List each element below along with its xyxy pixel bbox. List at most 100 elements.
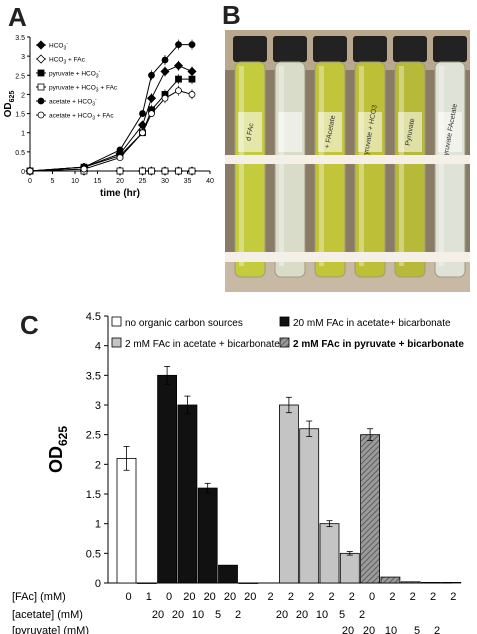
legend-marker [37,97,45,105]
legend-subscript: 3 [96,74,99,80]
bar [319,523,340,584]
y-tick-label: 4.5 [86,311,101,323]
acetate-value: 2 [235,609,241,621]
y-tick-label: 2.5 [15,73,25,80]
legend-superscript: - [99,69,101,75]
data-point [188,91,196,98]
fac-value: 2 [308,591,314,603]
y-axis-label-subscript: 625 [56,426,70,446]
fac-value: 2 [288,591,294,603]
acetate-value: 5 [339,609,345,621]
data-point [148,71,155,79]
acetate-value: 5 [215,609,221,621]
y-tick-label: 2 [21,92,25,99]
legend-swatch [279,316,290,327]
bar [177,404,198,584]
y-tick-label: 0.5 [86,548,101,560]
bars [116,366,462,584]
tube-highlight [359,66,364,266]
data-point [139,167,146,175]
x-tick-label: 40 [206,178,214,185]
pyruvate-value: 5 [414,625,420,634]
legend-label: pyruvate + HCO3 + FAc [49,85,118,94]
y-tick-label: 0.5 [15,150,25,157]
tube-label-sticker [358,112,382,152]
data-point [173,61,184,71]
bar [278,404,299,584]
x-tick-label: 5 [51,178,55,185]
legend-tail: + FAc [66,57,85,64]
y-tick-label: 1 [95,519,101,531]
data-point [146,93,157,103]
bar [360,434,381,584]
fac-value: 2 [349,591,355,603]
bar [299,428,320,584]
panel-label-c: C [20,310,39,340]
legend-marker [37,111,45,119]
data-point [26,167,34,175]
fac-value: 2 [389,591,395,603]
y-tick-label: 3 [95,400,101,412]
y-tick-label: 4 [95,341,101,353]
fac-value: 2 [268,591,274,603]
bar [441,582,462,584]
y-tick-label: 2 [95,459,101,471]
legend-label: HCO3- [49,41,68,52]
legend-marker [36,40,46,50]
acetate-value: 10 [192,609,204,621]
y-tick-label: 1.5 [15,112,25,119]
tube-cap [353,36,387,62]
row-label-acetate: [acetate] (mM) [12,609,83,621]
legend-label: acetate + HCO3 + FAc [49,113,114,122]
bar [238,582,259,584]
data-point [139,129,146,137]
panel-label-b: B [222,0,241,30]
data-point [139,110,146,117]
x-tick-label: 0 [28,178,32,185]
fac-value: 20 [183,591,195,603]
data-point [80,165,88,173]
fac-value: 20 [204,591,216,603]
legend-label: no organic carbon sources [125,318,243,329]
y-tick-label: 1 [21,131,25,138]
x-axis-label: time (hr) [100,188,140,199]
data-point [175,75,182,83]
bar [339,552,360,584]
data-point [175,41,182,49]
pyruvate-value: 10 [385,625,397,634]
x-tick-label: 15 [94,178,102,185]
data-point [188,75,196,83]
tube-label-sticker [238,112,262,152]
y-tick-label: 3 [21,54,25,61]
fac-value: 20 [244,591,256,603]
tube-label: Pyruvate [405,118,417,147]
legend-superscript: - [66,41,68,47]
legend-label: HCO3 + FAc [49,57,86,66]
x-tick-label: 30 [161,178,169,185]
acetate-value: 2 [359,609,365,621]
fac-value: 20 [224,591,236,603]
data-point [188,167,196,175]
legend-subscript: 3 [63,46,66,52]
acetate-value: 20 [152,609,164,621]
y-tick-label: 3.5 [86,370,101,382]
acetate-value: 20 [172,609,184,621]
data-point [175,87,182,94]
bar [197,487,218,584]
data-point [161,94,169,102]
bar [421,582,441,584]
bar [380,576,401,584]
panel-label-a: A [8,2,27,32]
legend: HCO3- HCO3 + FAc pyruvate + HCO3- pyruvate … [36,40,118,122]
x-tick-label: 25 [139,178,147,185]
tube-highlight [319,66,324,266]
acetate-value: 20 [276,609,288,621]
fac-value: 0 [166,591,172,603]
legend-label: 2 mM FAc in acetate + bicarbonate [125,339,280,350]
rack-bar-top [225,155,470,164]
tube-highlight [239,66,244,266]
y-tick-label: 2.5 [86,430,101,442]
series-line [29,44,192,172]
data-point [116,167,124,175]
data-point [188,41,196,49]
